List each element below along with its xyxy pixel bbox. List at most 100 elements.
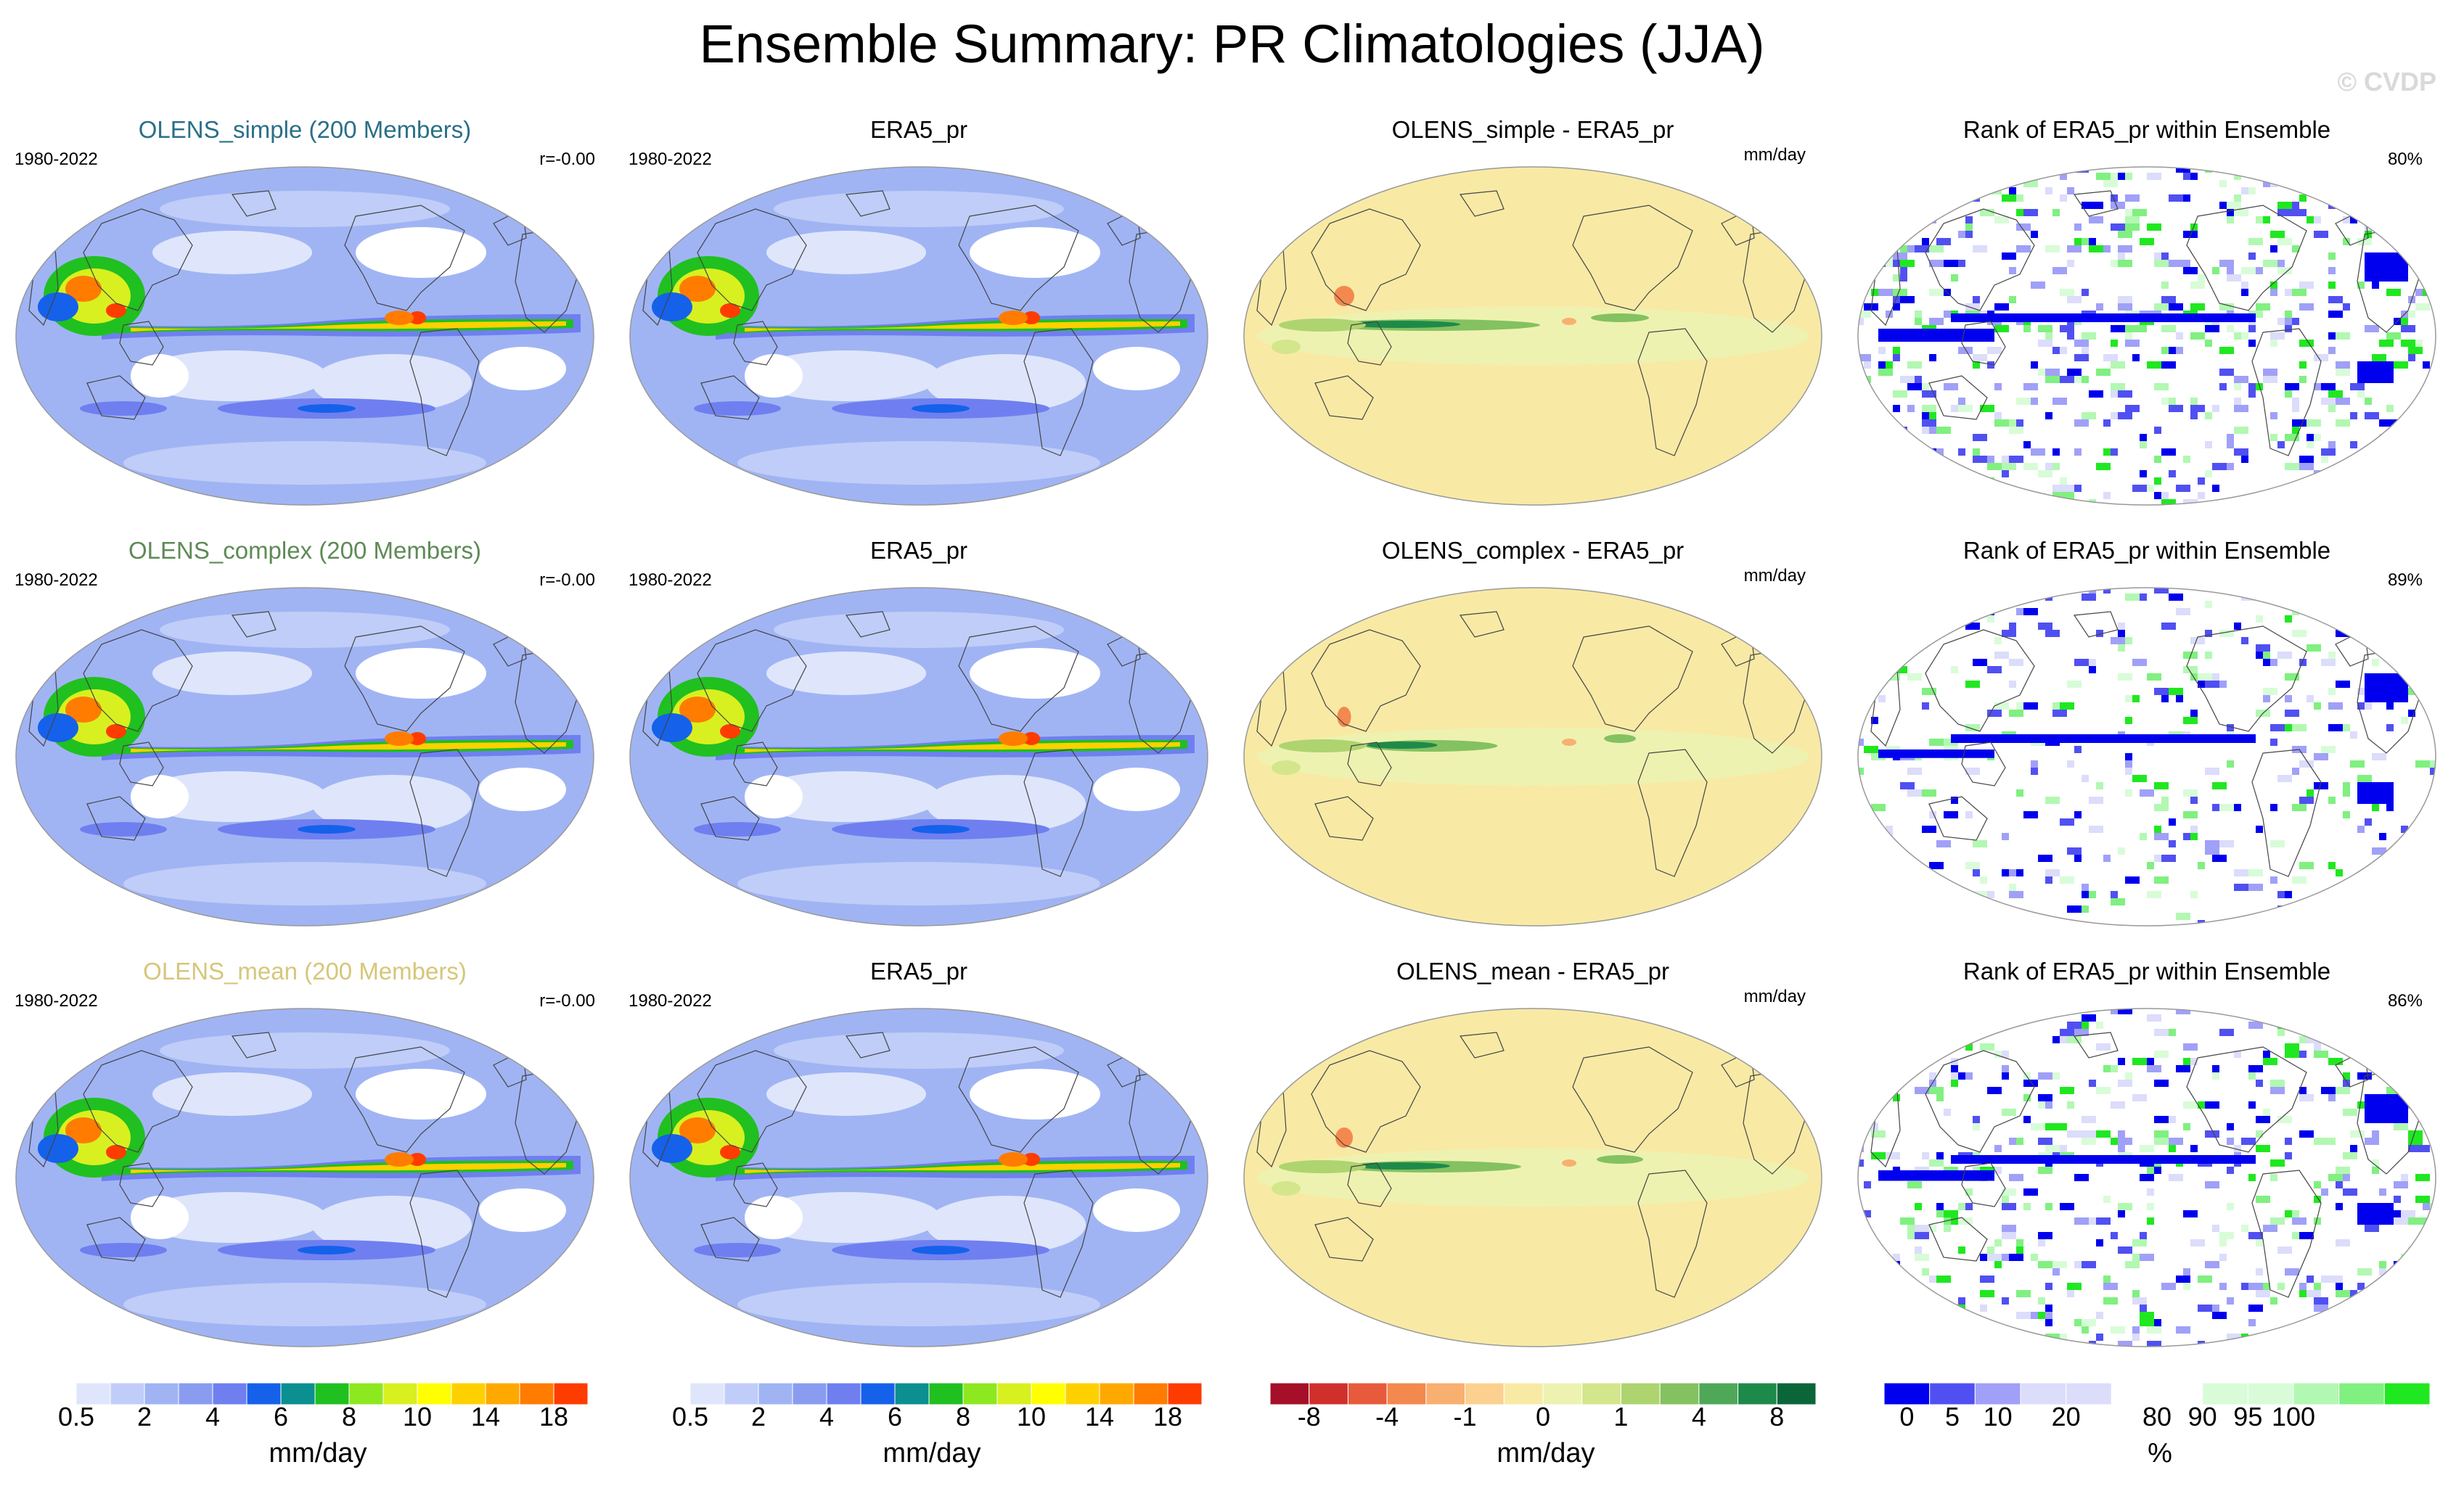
rank-cell [2350, 485, 2357, 492]
rank-cell [2328, 282, 2336, 289]
rank-cell [1929, 354, 1936, 361]
rank-cell [2038, 1094, 2052, 1101]
colorbar-3: -8 -4 -1 0 1 4 8 mm/day [1270, 1383, 1822, 1484]
rank-cell [2227, 1203, 2234, 1210]
rank-cell [1893, 303, 1900, 311]
rank-cell [2350, 760, 2365, 768]
rank-cell [1864, 499, 1871, 505]
rank-cell [1858, 1225, 1864, 1232]
rank-cell [2430, 608, 2436, 615]
rank-cell [2118, 412, 2125, 419]
rank-cell [2140, 1145, 2154, 1152]
rank-cell [2038, 470, 2052, 477]
rank-cell [1871, 419, 1886, 427]
rank-cell [2256, 1130, 2263, 1138]
rank-cell [2277, 652, 2292, 659]
rank-cell [2328, 180, 2343, 187]
rank-cell [2386, 448, 2394, 456]
rank-cell [2176, 1326, 2190, 1334]
rank-cell [2082, 412, 2096, 419]
rank-cell [1994, 383, 2002, 390]
rank-cell [2248, 884, 2263, 891]
rank-cell [1893, 1334, 1900, 1341]
rank-cell [1973, 448, 1980, 456]
rank-cell [2372, 898, 2379, 905]
rank-cell [2045, 1145, 2060, 1152]
diff-positive [1272, 1181, 1301, 1196]
dry-zone [926, 775, 1086, 833]
rank-cell [2314, 782, 2328, 789]
diff-negative [1562, 1159, 1576, 1167]
rank-cell [1987, 361, 1994, 369]
rank-cell [1915, 470, 1922, 477]
rank-cell [2248, 325, 2256, 332]
rank-cell [2256, 1239, 2263, 1246]
rank-cell [2219, 383, 2227, 390]
rank-cell [1907, 485, 1922, 492]
rank-cell [2154, 1167, 2161, 1174]
coastline [1637, 749, 1708, 877]
rank-cell [1864, 180, 1878, 187]
rank-cell [2401, 862, 2408, 869]
rank-cell [2111, 202, 2125, 209]
rank-cell [2365, 1225, 2379, 1232]
rank-cell [2401, 1254, 2415, 1261]
rank-cell [1864, 1181, 1871, 1188]
rank-cell [2415, 499, 2430, 505]
rank-cell [2365, 477, 2372, 485]
rank-cell [1980, 1254, 1987, 1261]
diff-positive-core [1367, 742, 1438, 749]
rank-cell [2198, 303, 2205, 311]
rank-cell [2372, 202, 2379, 209]
rank-cell [2328, 187, 2343, 194]
rank-cell [2045, 376, 2060, 383]
rank-cell [2292, 1232, 2299, 1239]
dry-zone [312, 775, 472, 833]
rank-cell [1864, 1276, 1878, 1283]
rank-cell [2060, 173, 2067, 180]
rank-cell [2002, 470, 2009, 477]
rank-cell [2328, 1276, 2343, 1283]
colorbar-tick-label: 14 [470, 1402, 501, 1432]
rank-cell [2415, 1145, 2430, 1152]
coastline [2186, 1046, 2307, 1153]
rank-cell [1965, 768, 1980, 775]
rank-cell [2023, 209, 2038, 216]
rank-cell [2241, 267, 2256, 274]
rank-cell [2132, 1334, 2140, 1341]
rank-cell [2089, 216, 2103, 223]
rank-cell [2415, 260, 2423, 267]
colorbar-box [1503, 1383, 1544, 1405]
coastline [845, 611, 891, 638]
rank-cell [2415, 615, 2423, 623]
rank-cell [2357, 187, 2372, 194]
rank-cell [2132, 1326, 2140, 1334]
rank-cell [1893, 448, 1900, 456]
colorbar-tick-label: 6 [887, 1402, 903, 1432]
rank-cell [2132, 1239, 2147, 1246]
rank-cell [2423, 593, 2430, 601]
rank-cell [2074, 1130, 2089, 1138]
itcz-core [131, 742, 566, 752]
rank-cell [2096, 1239, 2103, 1246]
rank-cell [2190, 1239, 2205, 1246]
rank-cell [2052, 209, 2060, 216]
rank-cell [1858, 267, 1871, 274]
rank-cell [2270, 332, 2285, 340]
rank-cell [1973, 1116, 1980, 1123]
rank-cell [2379, 1261, 2386, 1268]
dry-zone [479, 1188, 566, 1232]
rank-cell [2103, 1283, 2118, 1290]
rank-cell [1864, 1065, 1871, 1072]
rank-cell [2125, 260, 2132, 267]
rank-cell [1958, 1246, 1965, 1254]
rank-cell [2314, 1305, 2328, 1312]
rank-cell [2060, 477, 2067, 485]
rank-cell [2161, 296, 2176, 303]
rank-cell [2263, 1058, 2277, 1065]
rank-cell [2060, 702, 2074, 710]
colorbar-box [280, 1383, 316, 1405]
rank-cell [2023, 811, 2038, 818]
rank-cell [2140, 789, 2154, 797]
rank-cell [1936, 840, 1951, 847]
